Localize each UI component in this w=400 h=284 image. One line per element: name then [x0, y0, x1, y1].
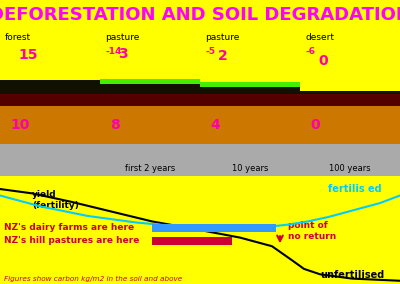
Text: DEFORESTATION AND SOIL DEGRADATION: DEFORESTATION AND SOIL DEGRADATION	[0, 6, 400, 24]
Text: NZ's dairy farms are here: NZ's dairy farms are here	[4, 224, 134, 232]
Text: unfertilised: unfertilised	[320, 270, 384, 280]
Text: first 2 years: first 2 years	[125, 164, 175, 173]
Bar	[200, 94, 300, 106]
Text: Figures show carbon kg/m2 in the soil and above: Figures show carbon kg/m2 in the soil an…	[4, 276, 182, 282]
Text: 4: 4	[210, 118, 220, 132]
Text: NZ's hill pastures are here: NZ's hill pastures are here	[4, 236, 139, 245]
Bar	[0, 80, 100, 94]
Bar	[300, 94, 400, 106]
Text: -14: -14	[105, 47, 121, 56]
Bar	[300, 144, 400, 176]
Bar	[300, 91, 400, 94]
Bar	[100, 144, 200, 176]
Text: 10 years: 10 years	[232, 164, 268, 173]
Text: pasture: pasture	[205, 33, 239, 42]
Bar	[100, 94, 200, 106]
Bar	[152, 224, 276, 232]
Text: 2: 2	[218, 49, 228, 63]
Bar	[200, 82, 300, 87]
Text: pasture: pasture	[105, 33, 139, 42]
Text: 8: 8	[110, 118, 120, 132]
Text: 0: 0	[318, 54, 328, 68]
Bar	[100, 84, 200, 94]
Text: 3: 3	[118, 47, 128, 61]
Bar	[200, 87, 300, 94]
Bar	[0, 106, 100, 144]
Bar	[300, 106, 400, 144]
Bar	[0, 94, 100, 106]
Bar	[0, 144, 100, 176]
Text: desert: desert	[305, 33, 334, 42]
Text: 0: 0	[310, 118, 320, 132]
Text: 100 years: 100 years	[329, 164, 371, 173]
Bar	[100, 79, 200, 84]
Text: yield
(fertility): yield (fertility)	[32, 190, 79, 210]
Text: 10: 10	[10, 118, 29, 132]
Bar	[152, 237, 232, 245]
Bar	[200, 144, 300, 176]
Text: point of
no return: point of no return	[288, 222, 336, 241]
Text: fertilis ed: fertilis ed	[328, 184, 382, 194]
Text: forest: forest	[5, 33, 31, 42]
Bar	[200, 106, 300, 144]
Text: 15: 15	[18, 48, 38, 62]
Bar	[100, 106, 200, 144]
Text: -6: -6	[305, 47, 315, 56]
Text: -5: -5	[205, 47, 215, 56]
